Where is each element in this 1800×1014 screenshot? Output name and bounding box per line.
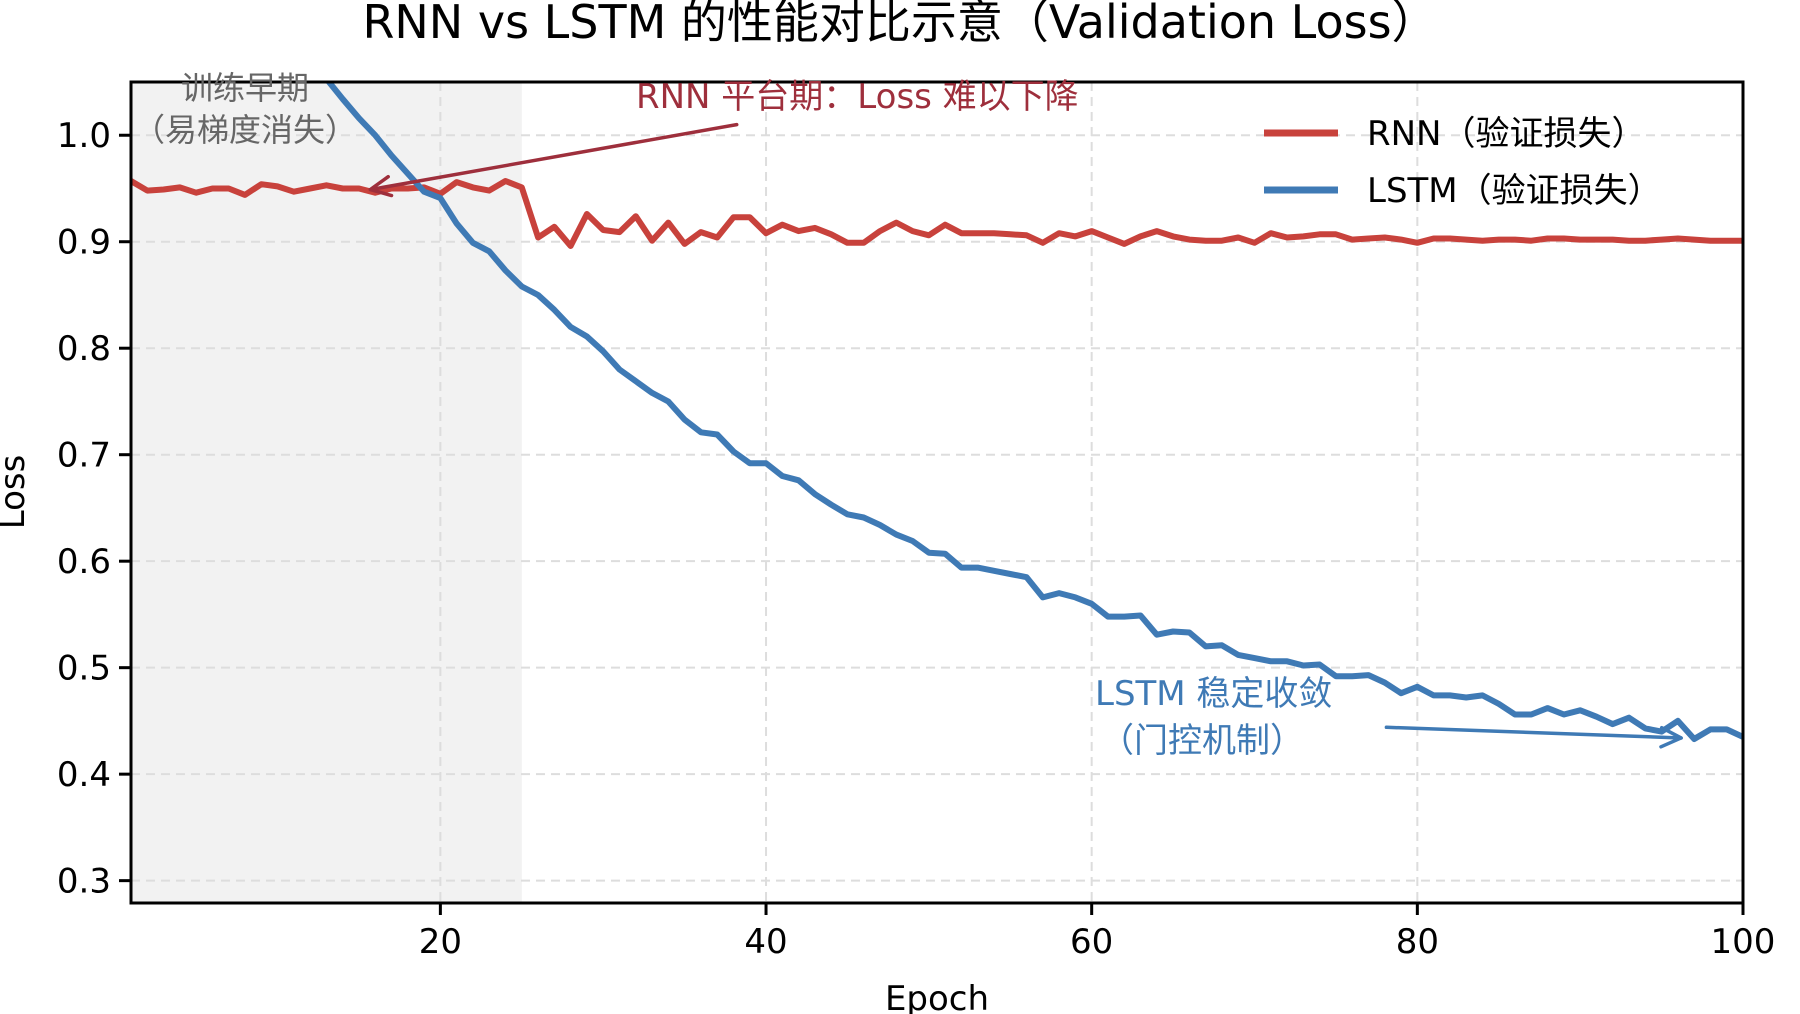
- y-tick-label: 0.3: [57, 862, 111, 902]
- arrow-shaft: [368, 122, 739, 192]
- y-tick-label: 0.6: [57, 542, 111, 582]
- rnn-plateau-annotation: RNN 平台期：Loss 难以下降: [636, 77, 1079, 117]
- y-axis-ticks: 0.3 0.4 0.5 0.6 0.7 0.8 0.9 1.0: [57, 116, 131, 902]
- early-training-annotation-line1: 训练早期: [181, 69, 309, 107]
- arrow-shaft: [1384, 725, 1683, 740]
- x-axis-ticks: 20 40 60 80 100: [419, 903, 1776, 962]
- x-tick-label: 80: [1396, 922, 1439, 962]
- x-tick-label: 40: [744, 922, 787, 962]
- arrow-head: [1659, 725, 1683, 749]
- series-layer: [131, 82, 1743, 742]
- x-tick-label: 20: [419, 922, 462, 962]
- x-tick-label: 100: [1711, 922, 1776, 962]
- x-tick-label: 60: [1070, 922, 1113, 962]
- x-axis-label: Epoch: [885, 979, 989, 1014]
- legend: RNN（验证损失） LSTM（验证损失）: [1264, 114, 1662, 211]
- early-training-shaded-region: [131, 82, 522, 903]
- y-axis-label: Loss: [0, 455, 33, 530]
- early-training-annotation-line2: （易梯度消失）: [133, 111, 357, 149]
- y-tick-label: 0.8: [57, 329, 111, 369]
- lstm-convergence-annotation-line1: LSTM 稳定收敛: [1095, 674, 1332, 714]
- rnn-line: [131, 178, 1743, 249]
- lstm-annotation-arrow: [1384, 725, 1683, 749]
- legend-lstm-label: LSTM（验证损失）: [1367, 171, 1662, 211]
- y-tick-label: 0.5: [57, 649, 111, 689]
- y-tick-label: 0.9: [57, 223, 111, 263]
- chart-title: RNN vs LSTM 的性能对比示意（Validation Loss）: [362, 0, 1437, 49]
- lstm-convergence-annotation-line2: （门控机制）: [1100, 721, 1304, 761]
- y-tick-label: 0.7: [57, 436, 111, 476]
- legend-rnn-label: RNN（验证损失）: [1367, 114, 1646, 154]
- plot-frame: [129, 80, 1745, 905]
- y-tick-label: 0.4: [57, 755, 111, 795]
- rnn-annotation-arrow: [368, 122, 739, 198]
- arrow-head: [368, 174, 394, 198]
- y-tick-label: 1.0: [57, 116, 111, 156]
- lstm-line: [325, 82, 1743, 742]
